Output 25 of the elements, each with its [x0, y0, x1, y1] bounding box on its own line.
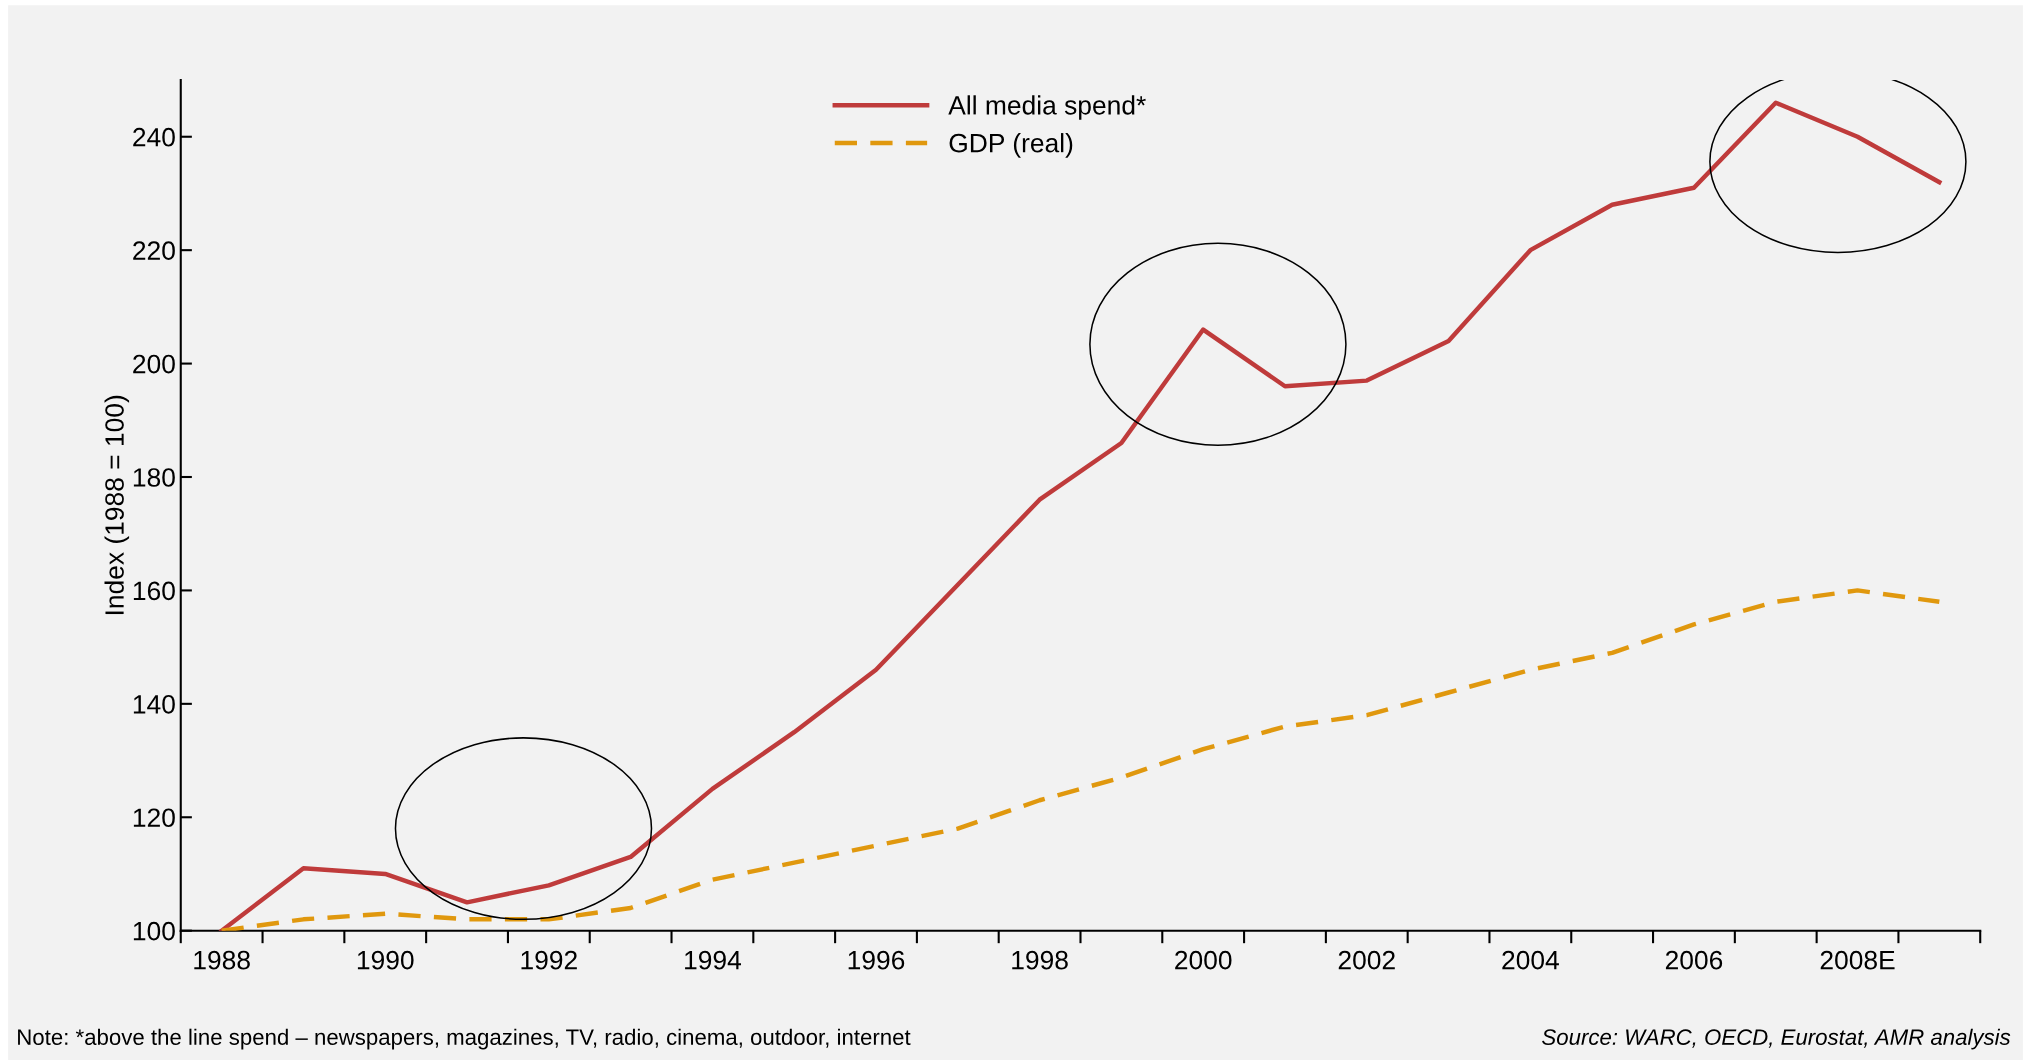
line-series: [219, 588, 1942, 931]
x-tick-label: 2002: [1338, 950, 1395, 970]
y-tick-label: 220: [133, 241, 175, 260]
x-tick-label: 2000: [1175, 950, 1232, 970]
x-tick-label: 1992: [521, 950, 577, 970]
x-tick-label: 2008E: [1820, 950, 1895, 970]
x-tick-label: 1990: [357, 950, 414, 970]
legend-label: All media spend*: [948, 95, 1146, 120]
y-tick-label: 180: [133, 468, 175, 487]
x-tick-label: 2006: [1665, 950, 1723, 970]
source-note: Source: WARC, OECD, Eurostat, AMR analysis: [1542, 1028, 2011, 1050]
x-tick-label: 1996: [848, 950, 905, 970]
y-tick-label: 100: [133, 921, 175, 941]
x-tick-label: 1988: [194, 950, 250, 970]
x-tick-label: 1994: [685, 950, 741, 970]
x-tick-label: 1998: [1012, 950, 1068, 970]
y-tick-label: 140: [133, 694, 175, 714]
legend-label: GDP (real): [949, 133, 1073, 158]
y-tick-label: 200: [133, 354, 175, 374]
y-tick-label: 160: [133, 581, 175, 601]
x-tick-label: 2004: [1502, 950, 1559, 970]
y-axis-title: Index (1988 = 100): [104, 395, 130, 615]
y-tick-label: 240: [133, 127, 175, 147]
y-tick-label: 120: [133, 808, 175, 828]
text: Note: *above the line spend – newspapers, magazines, TV, radio, cinema, outdoor, internet: [18, 1028, 911, 1050]
